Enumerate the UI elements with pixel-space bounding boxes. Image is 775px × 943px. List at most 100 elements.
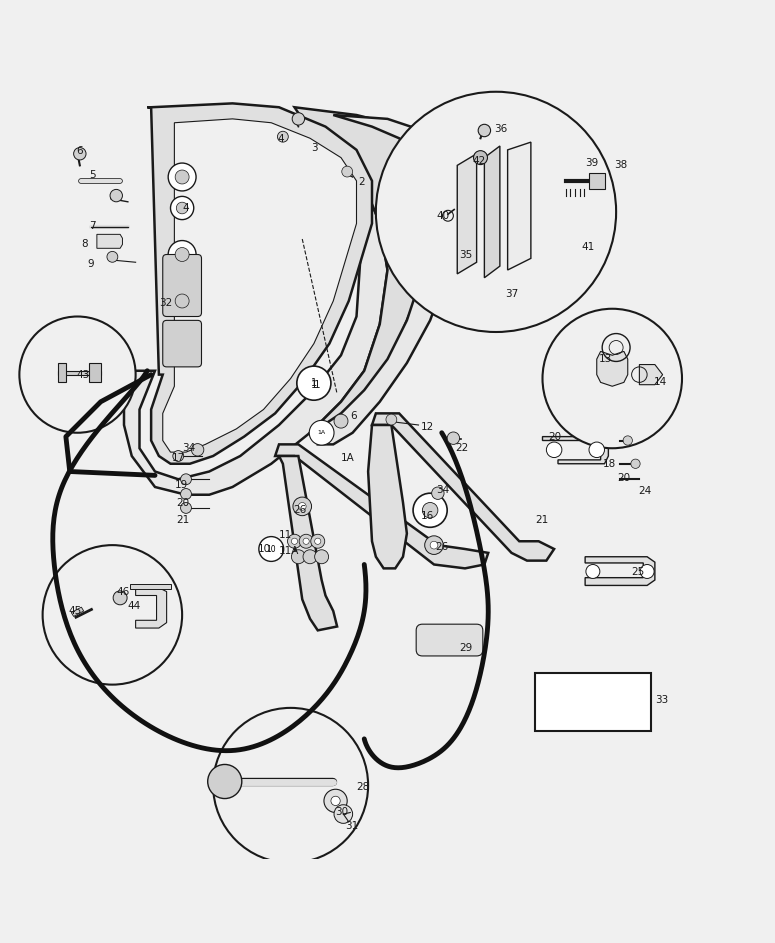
Circle shape [175,247,189,261]
Circle shape [19,317,136,433]
Circle shape [170,196,194,220]
Polygon shape [130,584,170,589]
Text: 1: 1 [314,380,321,389]
Circle shape [107,252,118,262]
Text: 8: 8 [81,240,88,250]
Text: 20: 20 [177,498,190,507]
Text: 11A: 11A [279,546,299,556]
Circle shape [546,442,562,457]
Circle shape [342,166,353,177]
Text: 37: 37 [505,289,518,299]
Circle shape [376,91,616,332]
Circle shape [297,366,331,400]
Circle shape [113,591,127,604]
Text: 24: 24 [638,486,651,496]
Text: 26: 26 [293,505,306,515]
Text: 14: 14 [653,377,666,388]
Circle shape [277,131,288,142]
Circle shape [293,497,312,516]
Polygon shape [71,607,84,617]
Polygon shape [275,444,488,569]
Text: 9: 9 [88,258,95,269]
Circle shape [175,170,189,184]
Text: 36: 36 [494,124,508,134]
Circle shape [474,151,487,165]
Circle shape [299,535,313,548]
Circle shape [386,414,397,425]
Text: 30: 30 [335,806,348,817]
Text: 28: 28 [356,782,370,792]
Text: 2: 2 [358,177,365,188]
Text: 34: 34 [436,485,449,495]
Text: 25: 25 [632,568,645,577]
Text: 32: 32 [159,298,172,307]
Text: 1: 1 [311,378,317,389]
Circle shape [315,550,329,564]
FancyBboxPatch shape [535,673,651,731]
Text: 41: 41 [581,241,594,252]
Text: 33: 33 [655,695,668,705]
Polygon shape [318,115,457,444]
Polygon shape [294,108,434,440]
Polygon shape [484,146,500,278]
Circle shape [173,451,184,461]
Text: 46: 46 [116,587,129,598]
Text: 21: 21 [535,515,548,524]
Circle shape [175,294,189,308]
Polygon shape [97,235,122,248]
Circle shape [542,308,682,448]
Polygon shape [163,119,356,452]
Circle shape [291,550,305,564]
Text: 3: 3 [312,143,319,154]
Text: 18: 18 [603,458,616,469]
Circle shape [309,421,334,445]
Polygon shape [597,352,628,387]
Text: 4: 4 [277,134,284,144]
Circle shape [43,545,182,685]
Text: 13: 13 [599,355,612,364]
Polygon shape [124,108,388,495]
Circle shape [324,789,347,813]
Text: 26: 26 [436,542,449,553]
Circle shape [422,503,438,518]
Polygon shape [542,437,608,464]
Text: 11: 11 [279,530,292,540]
Text: 35: 35 [460,250,473,259]
Circle shape [334,804,353,823]
Text: 4: 4 [182,203,189,213]
Polygon shape [585,556,655,586]
Polygon shape [508,142,531,270]
Text: 1: 1 [311,380,317,389]
Text: 10: 10 [258,544,271,554]
Text: 22: 22 [456,443,469,454]
Text: 20: 20 [548,432,561,441]
Circle shape [298,503,306,510]
Circle shape [181,503,191,513]
Text: 31: 31 [345,820,358,831]
Text: 21: 21 [177,515,190,524]
Circle shape [168,287,196,315]
Text: 16: 16 [421,511,434,521]
Circle shape [291,538,298,544]
Circle shape [447,432,460,444]
Text: 20: 20 [617,472,630,483]
Polygon shape [589,174,604,189]
Circle shape [425,536,443,554]
Polygon shape [58,371,101,374]
Polygon shape [457,154,477,273]
Text: 40: 40 [436,210,449,221]
Circle shape [478,124,491,137]
Text: 38: 38 [615,160,628,171]
Circle shape [623,436,632,445]
Circle shape [413,493,447,527]
Circle shape [303,550,317,564]
Circle shape [191,443,204,456]
Circle shape [74,147,86,160]
Text: 6: 6 [350,411,357,421]
FancyBboxPatch shape [163,321,202,367]
Text: 34: 34 [182,443,195,454]
Text: 1A: 1A [341,454,355,463]
FancyBboxPatch shape [163,255,202,317]
Text: 45: 45 [68,606,81,616]
Text: 29: 29 [459,643,472,653]
